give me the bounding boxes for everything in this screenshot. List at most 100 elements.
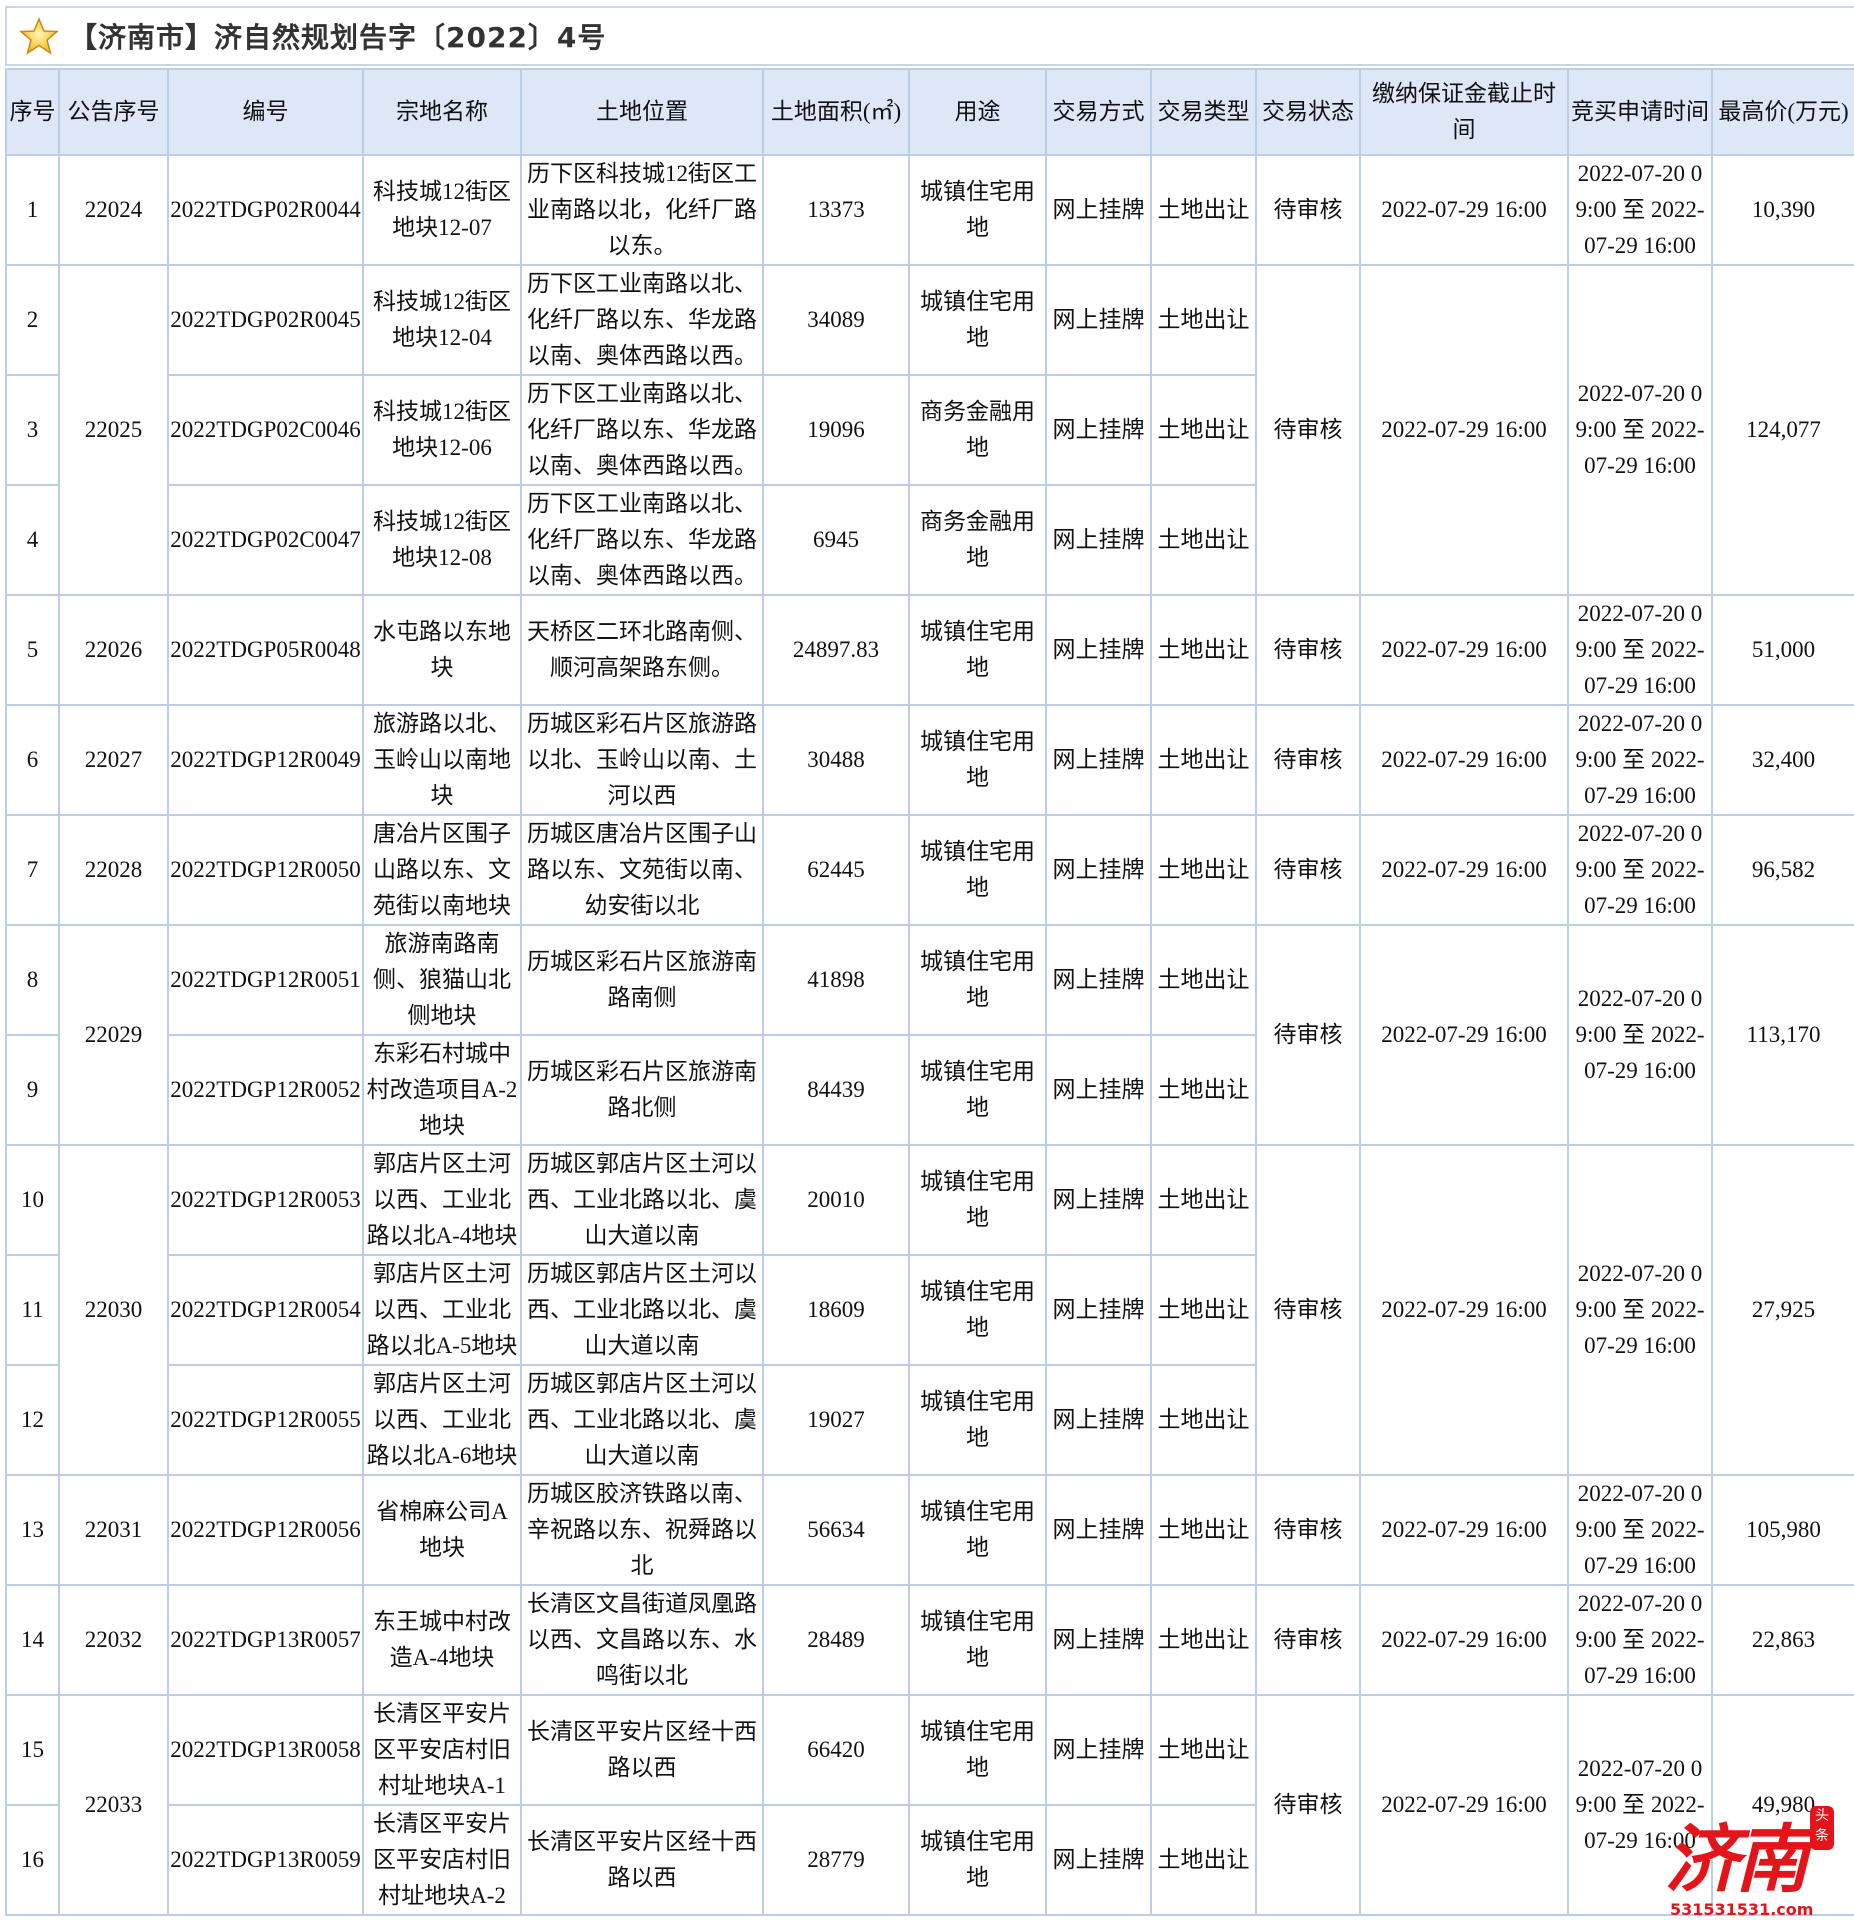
land-area: 30488 xyxy=(762,704,910,816)
land-area: 19027 xyxy=(762,1364,910,1476)
row-number: 15 xyxy=(5,1694,60,1806)
parcel-name: 旅游南路南侧、狼猫山北侧地块 xyxy=(362,924,522,1036)
trade-method: 网上挂牌 xyxy=(1045,374,1152,486)
land-location: 历城区郭店片区土河以西、工业北路以北、虞山大道以南 xyxy=(520,1144,764,1256)
column-header: 最高价(万元) xyxy=(1711,68,1854,156)
parcel-code: 2022TDGP13R0059 xyxy=(167,1804,364,1916)
land-area: 66420 xyxy=(762,1694,910,1806)
row-number: 12 xyxy=(5,1364,60,1476)
land-location: 历城区唐冶片区围子山路以东、文苑街以南、幼安街以北 xyxy=(520,814,764,926)
application-period: 2022-07-20 09:00 至 2022-07-29 16:00 xyxy=(1567,1144,1713,1476)
parcel-code: 2022TDGP12R0052 xyxy=(167,1034,364,1146)
parcel-code: 2022TDGP12R0053 xyxy=(167,1144,364,1256)
deposit-deadline: 2022-07-29 16:00 xyxy=(1359,1694,1569,1916)
parcel-name: 长清区平安片区平安店村旧村址地块A-2 xyxy=(362,1804,522,1916)
deposit-deadline: 2022-07-29 16:00 xyxy=(1359,1144,1569,1476)
trade-type: 土地出让 xyxy=(1150,484,1257,596)
table-row: 6 22027 2022TDGP12R0049 旅游路以北、玉岭山以南地块 历城区彩石片… xyxy=(5,704,1854,816)
land-use: 城镇住宅用地 xyxy=(908,1144,1047,1256)
parcel-code: 2022TDGP12R0049 xyxy=(167,704,364,816)
application-period: 2022-07-20 09:00 至 2022-07-29 16:00 xyxy=(1567,154,1713,266)
trade-status: 待审核 xyxy=(1255,1584,1361,1696)
notice-number: 22027 xyxy=(58,704,169,816)
row-number: 14 xyxy=(5,1584,60,1696)
trade-method: 网上挂牌 xyxy=(1045,1584,1152,1696)
row-number: 11 xyxy=(5,1254,60,1366)
land-area: 62445 xyxy=(762,814,910,926)
land-use: 城镇住宅用地 xyxy=(908,1254,1047,1366)
trade-method: 网上挂牌 xyxy=(1045,484,1152,596)
notice-number: 22033 xyxy=(58,1694,169,1916)
application-period: 2022-07-20 09:00 至 2022-07-29 16:00 xyxy=(1567,924,1713,1146)
table-row: 9 2022TDGP12R0052 东彩石村城中村改造项目A-2地块 历城区彩石片区旅… xyxy=(5,1034,1854,1146)
parcel-name: 科技城12街区地块12-04 xyxy=(362,264,522,376)
parcel-code: 2022TDGP02R0044 xyxy=(167,154,364,266)
row-number: 8 xyxy=(5,924,60,1036)
land-location: 天桥区二环北路南侧、顺河高架路东侧。 xyxy=(520,594,764,706)
land-location: 长清区平安片区经十西路以西 xyxy=(520,1694,764,1806)
deposit-deadline: 2022-07-29 16:00 xyxy=(1359,154,1569,266)
trade-method: 网上挂牌 xyxy=(1045,1144,1152,1256)
land-location: 历城区彩石片区旅游路以北、玉岭山以南、土河以西 xyxy=(520,704,764,816)
row-number: 16 xyxy=(5,1804,60,1916)
notice-number: 22028 xyxy=(58,814,169,926)
trade-type: 土地出让 xyxy=(1150,1694,1257,1806)
column-header: 交易类型 xyxy=(1150,68,1257,156)
row-number: 5 xyxy=(5,594,60,706)
title-bar: 【济南市】济自然规划告字〔2022〕4号 xyxy=(5,6,1854,66)
table-row: 8 22029 2022TDGP12R0051 旅游南路南侧、狼猫山北侧地块 历城区彩石… xyxy=(5,924,1854,1146)
table-row: 16 2022TDGP13R0059 长清区平安片区平安店村旧村址地块A-2 长清区平… xyxy=(5,1804,1854,1916)
parcel-code: 2022TDGP13R0057 xyxy=(167,1584,364,1696)
row-number: 2 xyxy=(5,264,60,376)
trade-status: 待审核 xyxy=(1255,924,1361,1146)
column-header: 交易方式 xyxy=(1045,68,1152,156)
column-header: 序号 xyxy=(5,68,60,156)
land-area: 28779 xyxy=(762,1804,910,1916)
parcel-name: 水屯路以东地块 xyxy=(362,594,522,706)
parcel-name: 科技城12街区地块12-06 xyxy=(362,374,522,486)
trade-method: 网上挂牌 xyxy=(1045,1034,1152,1146)
table-row: 7 22028 2022TDGP12R0050 唐冶片区围子山路以东、文苑街以南地块历… xyxy=(5,814,1854,926)
trade-method: 网上挂牌 xyxy=(1045,264,1152,376)
land-area: 13373 xyxy=(762,154,910,266)
table-row: 11 2022TDGP12R0054 郭店片区土河以西、工业北路以北A-5地块 历城区… xyxy=(5,1254,1854,1366)
parcel-name: 科技城12街区地块12-08 xyxy=(362,484,522,596)
max-price: 22,863 xyxy=(1711,1584,1854,1696)
parcel-name: 唐冶片区围子山路以东、文苑街以南地块 xyxy=(362,814,522,926)
parcel-code: 2022TDGP02C0047 xyxy=(167,484,364,596)
notice-number: 22029 xyxy=(58,924,169,1146)
table-row: 4 2022TDGP02C0047 科技城12街区地块12-08 历下区工业南路以北、… xyxy=(5,484,1854,596)
max-price: 10,390 xyxy=(1711,154,1854,266)
trade-type: 土地出让 xyxy=(1150,1804,1257,1916)
deposit-deadline: 2022-07-29 16:00 xyxy=(1359,1584,1569,1696)
column-header: 缴纳保证金截止时间 xyxy=(1359,68,1569,156)
land-use: 城镇住宅用地 xyxy=(908,1694,1047,1806)
parcel-code: 2022TDGP12R0055 xyxy=(167,1364,364,1476)
column-header: 竞买申请时间 xyxy=(1567,68,1713,156)
deposit-deadline: 2022-07-29 16:00 xyxy=(1359,1474,1569,1586)
max-price: 105,980 xyxy=(1711,1474,1854,1586)
land-use: 城镇住宅用地 xyxy=(908,1804,1047,1916)
parcel-name: 长清区平安片区平安店村旧村址地块A-1 xyxy=(362,1694,522,1806)
trade-status: 待审核 xyxy=(1255,264,1361,596)
land-area: 84439 xyxy=(762,1034,910,1146)
land-location: 长清区平安片区经十西路以西 xyxy=(520,1804,764,1916)
trade-type: 土地出让 xyxy=(1150,1254,1257,1366)
application-period: 2022-07-20 09:00 至 2022-07-29 16:00 xyxy=(1567,704,1713,816)
deposit-deadline: 2022-07-29 16:00 xyxy=(1359,814,1569,926)
land-use: 商务金融用地 xyxy=(908,484,1047,596)
table-row: 15 22033 2022TDGP13R0058 长清区平安片区平安店村旧村址地块A-… xyxy=(5,1694,1854,1916)
land-location: 历城区郭店片区土河以西、工业北路以北、虞山大道以南 xyxy=(520,1254,764,1366)
application-period: 2022-07-20 09:00 至 2022-07-29 16:00 xyxy=(1567,1694,1713,1916)
land-area: 20010 xyxy=(762,1144,910,1256)
land-area: 18609 xyxy=(762,1254,910,1366)
table-row: 3 2022TDGP02C0046 科技城12街区地块12-06 历下区工业南路以北、… xyxy=(5,374,1854,486)
table-row: 5 22026 2022TDGP05R0048 水屯路以东地块 天桥区二环北路南侧、顺河… xyxy=(5,594,1854,706)
land-area: 28489 xyxy=(762,1584,910,1696)
row-number: 1 xyxy=(5,154,60,266)
trade-type: 土地出让 xyxy=(1150,1034,1257,1146)
parcel-name: 东彩石村城中村改造项目A-2地块 xyxy=(362,1034,522,1146)
trade-method: 网上挂牌 xyxy=(1045,814,1152,926)
land-area: 34089 xyxy=(762,264,910,376)
max-price: 113,170 xyxy=(1711,924,1854,1146)
